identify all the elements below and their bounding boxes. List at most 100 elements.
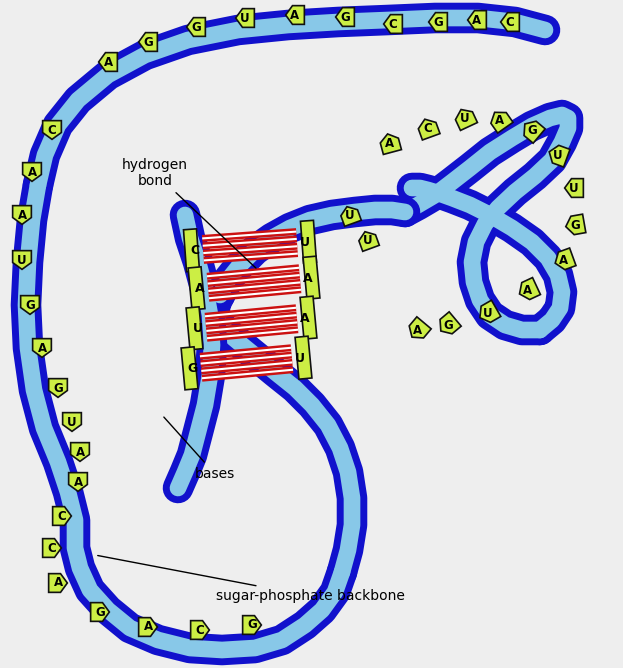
Polygon shape: [49, 574, 67, 593]
Text: U: U: [569, 182, 579, 194]
Polygon shape: [480, 300, 501, 323]
Text: A: A: [414, 323, 422, 337]
Polygon shape: [341, 206, 361, 226]
Text: A: A: [195, 281, 205, 295]
Polygon shape: [21, 296, 39, 315]
Text: G: G: [143, 35, 153, 49]
Polygon shape: [520, 278, 540, 299]
Polygon shape: [300, 220, 316, 263]
Polygon shape: [22, 162, 41, 181]
Text: U: U: [483, 307, 493, 319]
Text: G: G: [95, 605, 105, 619]
Polygon shape: [42, 121, 61, 140]
Text: U: U: [295, 351, 305, 365]
Text: hydrogen
bond: hydrogen bond: [122, 158, 256, 268]
Polygon shape: [12, 206, 31, 224]
Polygon shape: [429, 13, 447, 31]
Text: C: C: [506, 15, 515, 29]
Polygon shape: [139, 618, 158, 637]
Text: A: A: [303, 271, 313, 285]
Text: G: G: [527, 124, 537, 136]
Polygon shape: [42, 538, 61, 557]
Polygon shape: [409, 317, 431, 338]
Text: C: C: [57, 510, 67, 522]
Polygon shape: [380, 134, 401, 154]
Text: C: C: [191, 244, 199, 257]
Text: C: C: [424, 122, 432, 134]
Polygon shape: [32, 339, 51, 357]
Text: A: A: [74, 476, 83, 488]
Text: A: A: [17, 208, 27, 222]
Text: G: G: [53, 381, 63, 395]
Polygon shape: [300, 296, 317, 339]
Text: U: U: [67, 415, 77, 428]
Text: G: G: [188, 361, 198, 375]
Polygon shape: [549, 146, 570, 167]
Text: A: A: [54, 576, 62, 589]
Polygon shape: [90, 603, 110, 621]
Text: G: G: [191, 21, 201, 33]
Polygon shape: [70, 443, 89, 462]
Polygon shape: [501, 13, 520, 31]
Text: C: C: [196, 623, 204, 637]
Text: U: U: [300, 236, 310, 248]
Text: bases: bases: [164, 417, 235, 481]
Text: U: U: [460, 112, 470, 124]
Text: A: A: [103, 55, 113, 69]
Text: A: A: [143, 621, 153, 633]
Polygon shape: [242, 616, 262, 635]
Text: U: U: [17, 253, 27, 267]
Text: C: C: [47, 124, 56, 136]
Polygon shape: [52, 506, 72, 525]
Polygon shape: [566, 214, 586, 234]
Text: A: A: [300, 311, 310, 325]
Polygon shape: [285, 5, 305, 24]
Polygon shape: [235, 9, 254, 27]
Text: G: G: [25, 299, 35, 311]
Polygon shape: [188, 267, 205, 310]
Text: U: U: [363, 234, 373, 246]
Polygon shape: [63, 413, 82, 432]
Text: C: C: [389, 17, 397, 31]
Polygon shape: [555, 248, 576, 270]
Text: A: A: [75, 446, 85, 458]
Polygon shape: [98, 53, 117, 71]
Text: G: G: [247, 619, 257, 631]
Polygon shape: [491, 112, 513, 133]
Text: G: G: [443, 319, 453, 331]
Text: A: A: [37, 341, 47, 355]
Polygon shape: [187, 17, 206, 36]
Polygon shape: [440, 312, 461, 334]
Text: sugar-phosphate backbone: sugar-phosphate backbone: [98, 556, 404, 603]
Text: A: A: [386, 136, 394, 150]
Text: U: U: [193, 321, 203, 335]
Text: A: A: [559, 253, 569, 267]
Text: G: G: [433, 15, 443, 29]
Polygon shape: [69, 473, 87, 492]
Polygon shape: [336, 7, 354, 26]
Text: A: A: [27, 166, 37, 178]
Polygon shape: [384, 15, 402, 33]
Polygon shape: [418, 119, 440, 140]
Polygon shape: [181, 347, 198, 390]
Text: A: A: [523, 283, 533, 297]
Polygon shape: [49, 379, 67, 397]
Text: C: C: [47, 542, 56, 554]
Polygon shape: [12, 250, 31, 269]
Polygon shape: [455, 110, 477, 130]
Polygon shape: [359, 232, 379, 251]
Text: A: A: [472, 13, 482, 27]
Polygon shape: [139, 33, 158, 51]
Polygon shape: [186, 307, 203, 350]
Polygon shape: [191, 621, 209, 639]
Text: U: U: [240, 11, 250, 25]
Polygon shape: [524, 121, 545, 143]
Text: U: U: [345, 208, 355, 222]
Polygon shape: [295, 336, 312, 379]
Polygon shape: [468, 11, 487, 29]
Polygon shape: [564, 178, 583, 197]
Polygon shape: [184, 229, 199, 272]
Text: A: A: [290, 9, 300, 21]
Polygon shape: [303, 256, 320, 299]
Text: A: A: [495, 114, 505, 126]
